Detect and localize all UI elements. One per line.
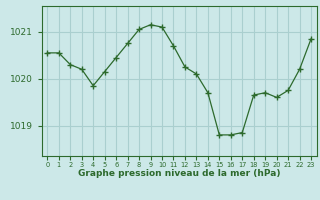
X-axis label: Graphe pression niveau de la mer (hPa): Graphe pression niveau de la mer (hPa) <box>78 169 280 178</box>
